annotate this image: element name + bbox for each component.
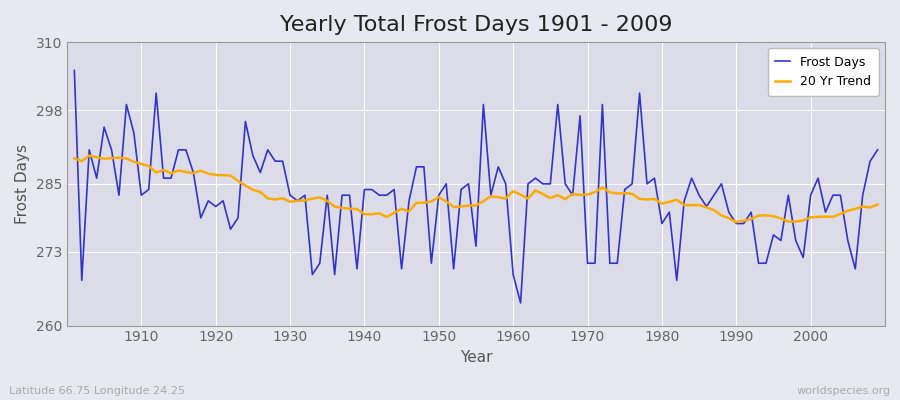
Text: worldspecies.org: worldspecies.org [796,386,891,396]
20 Yr Trend [300,198,310,203]
20 Yr Trend [84,153,94,158]
Line: 20 Yr Trend: 20 Yr Trend [75,156,878,222]
Y-axis label: Frost Days: Frost Days [15,144,30,224]
Frost Days [292,198,303,203]
Frost Days [515,300,526,305]
20 Yr Trend [731,220,742,224]
Frost Days [129,130,140,135]
X-axis label: Year: Year [460,350,492,365]
Frost Days [508,272,518,277]
20 Yr Trend [872,202,883,207]
20 Yr Trend [508,189,518,194]
Frost Days [605,261,616,266]
20 Yr Trend [69,156,80,161]
20 Yr Trend [136,162,147,166]
Line: Frost Days: Frost Days [75,70,878,303]
Frost Days [69,68,80,73]
Text: Latitude 66.75 Longitude 24.25: Latitude 66.75 Longitude 24.25 [9,386,185,396]
20 Yr Trend [515,192,526,197]
Legend: Frost Days, 20 Yr Trend: Frost Days, 20 Yr Trend [768,48,878,96]
Frost Days [872,148,883,152]
Title: Yearly Total Frost Days 1901 - 2009: Yearly Total Frost Days 1901 - 2009 [280,15,672,35]
Frost Days [337,193,347,198]
20 Yr Trend [605,190,616,195]
Frost Days [500,182,511,186]
20 Yr Trend [344,206,355,211]
